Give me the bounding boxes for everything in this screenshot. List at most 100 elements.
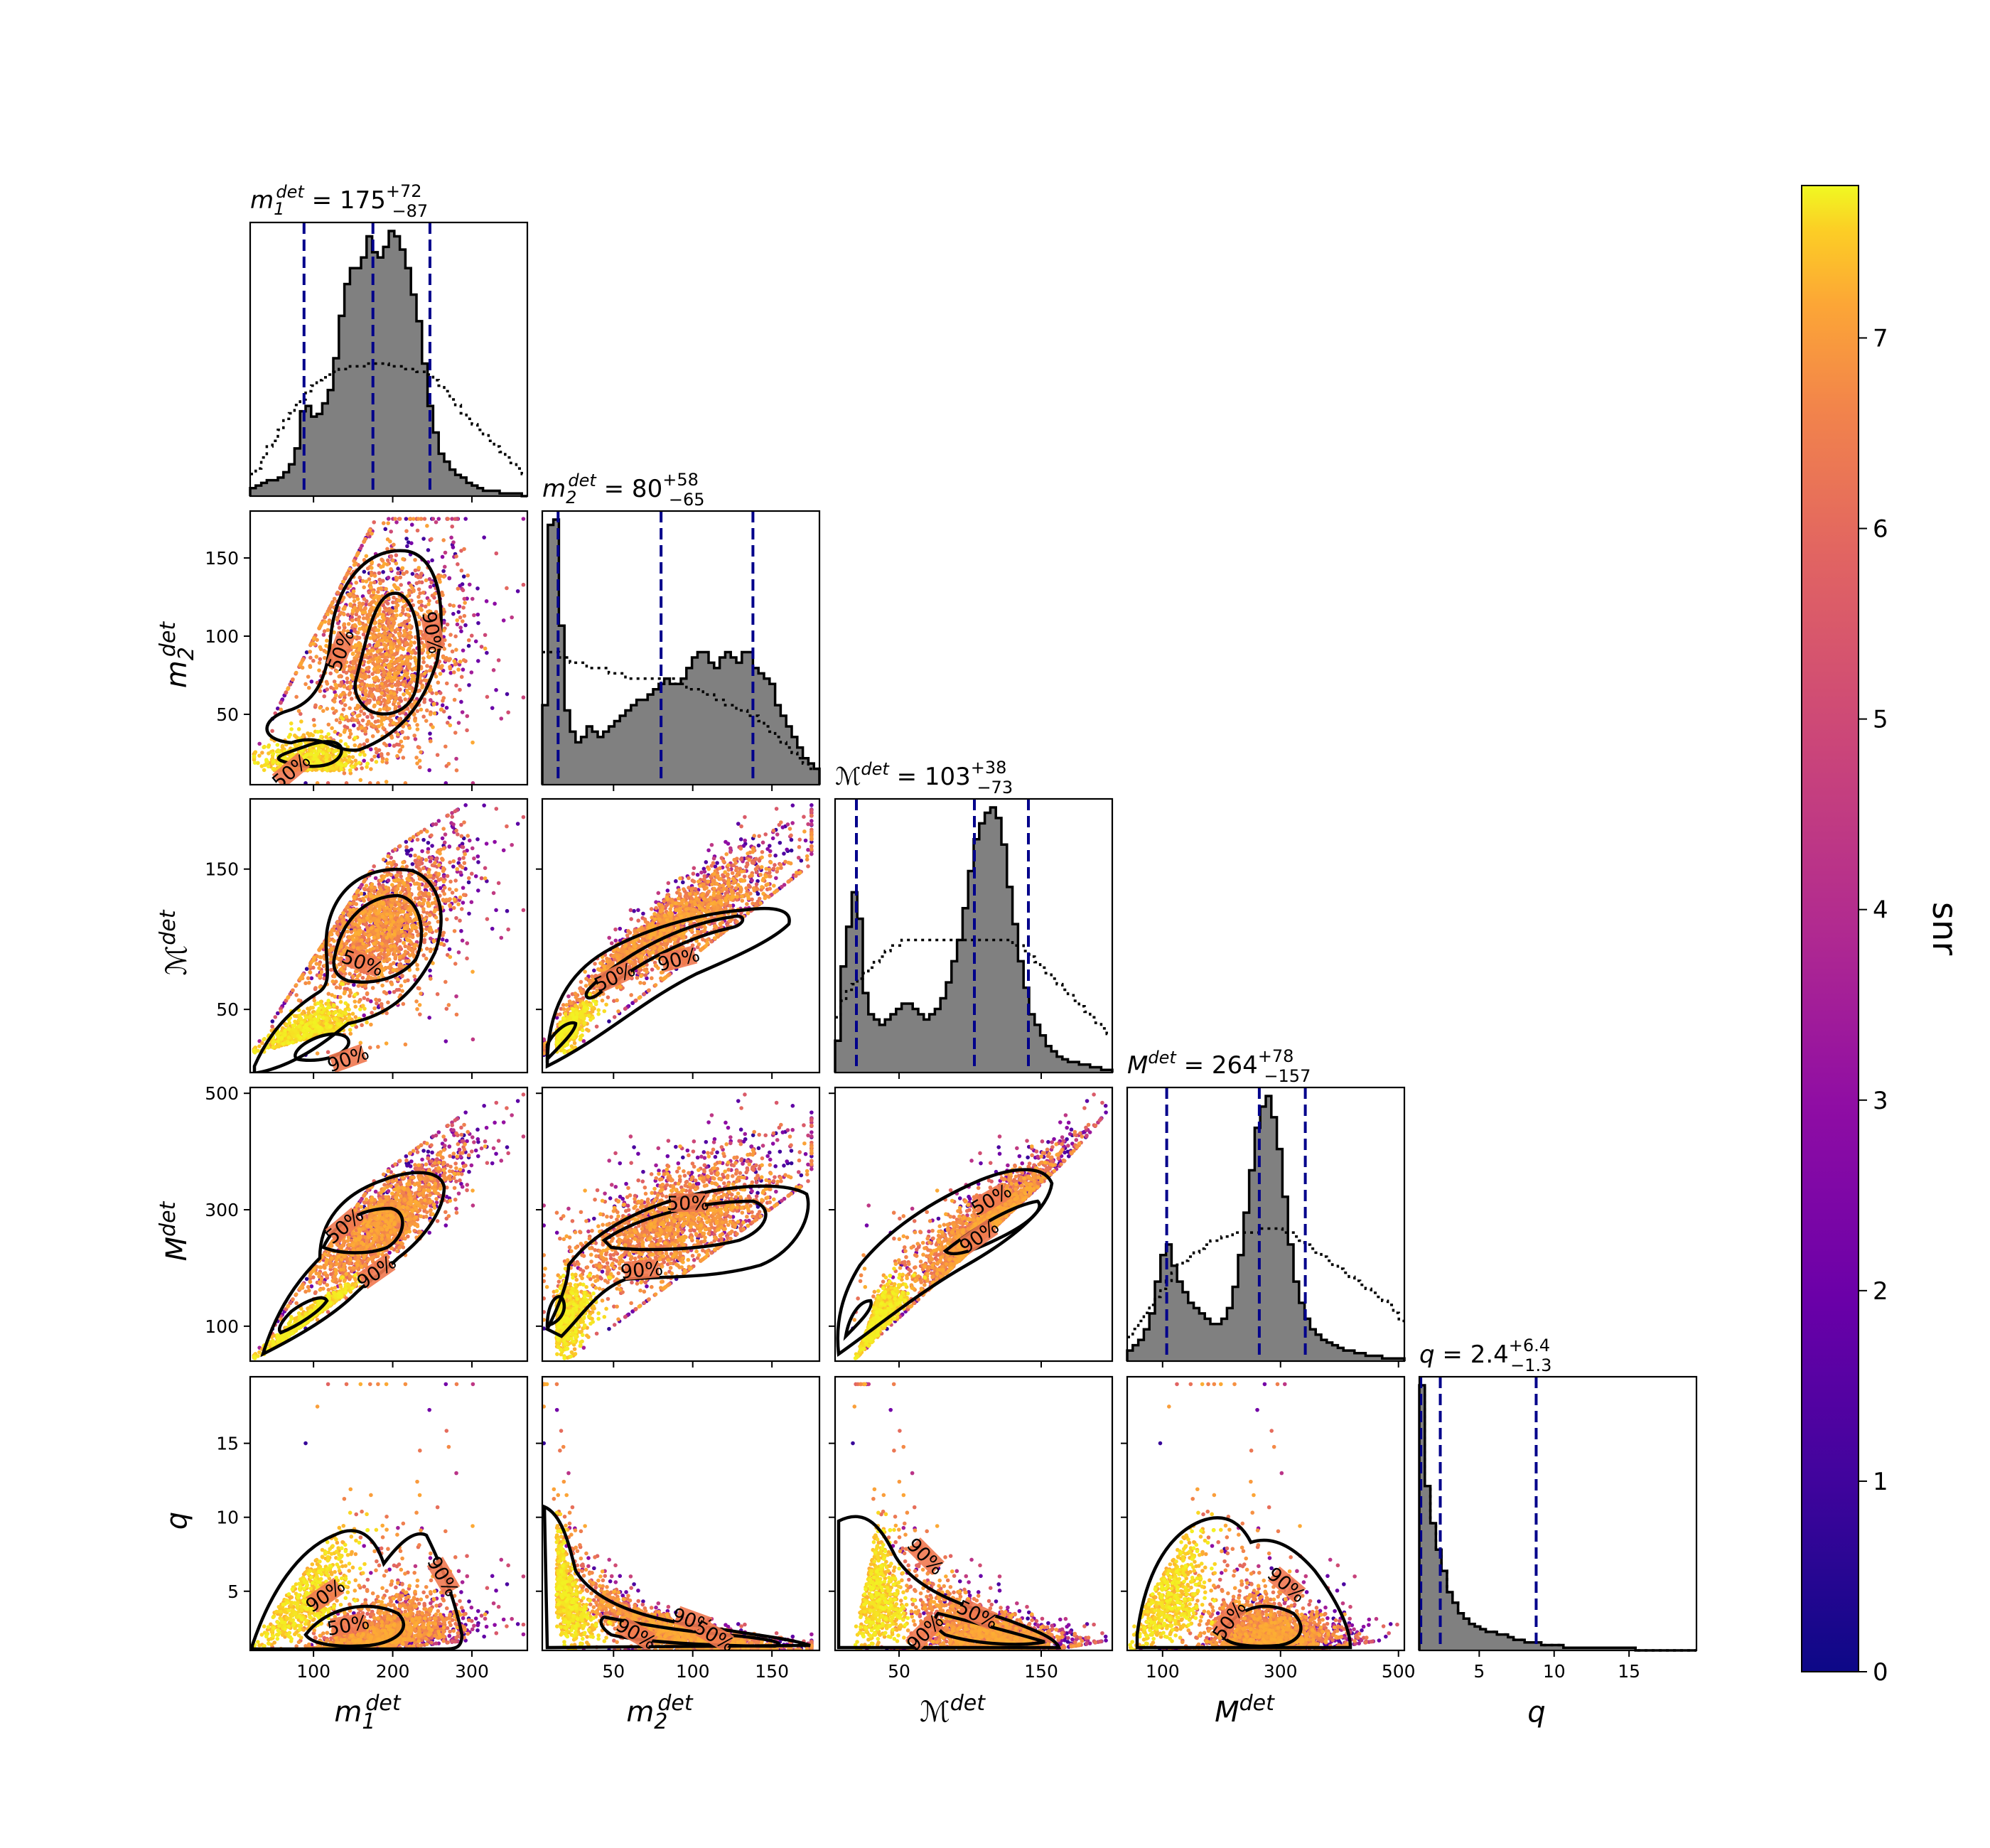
posterior-bar: [466, 483, 473, 496]
sample-point: [368, 689, 373, 694]
scatter-points: [252, 803, 526, 1058]
sample-point: [353, 606, 357, 610]
sample-point: [501, 848, 506, 853]
sample-point: [345, 613, 350, 617]
sample-point: [344, 781, 349, 785]
panel-title-m1: m1det = 175+72 −87: [250, 181, 428, 221]
sample-point: [475, 888, 480, 893]
sample-point: [438, 886, 443, 891]
sample-point: [357, 897, 362, 902]
sample-point: [382, 717, 386, 721]
sample-point: [406, 959, 411, 964]
sample-point: [360, 601, 365, 606]
sample-point: [365, 666, 370, 670]
sample-point: [429, 856, 434, 861]
sample-point: [443, 979, 448, 984]
sample-point: [338, 985, 343, 990]
sample-point: [360, 682, 365, 687]
sample-point: [393, 584, 397, 589]
sample-point: [385, 558, 390, 563]
sample-point: [443, 550, 448, 555]
sample-point: [403, 781, 408, 785]
sample-point: [376, 628, 381, 633]
sample-point: [400, 973, 404, 978]
posterior-bar: [553, 520, 559, 785]
sample-point: [318, 657, 323, 662]
sample-point: [335, 618, 340, 622]
sample-point: [395, 753, 399, 758]
sample-point: [370, 694, 374, 699]
sample-point: [363, 653, 367, 657]
sample-point: [392, 636, 397, 640]
sample-point: [384, 599, 388, 604]
sample-point: [425, 910, 429, 915]
sample-point: [349, 673, 354, 677]
sample-point: [358, 778, 363, 783]
sample-point: [306, 976, 311, 981]
sample-point: [499, 716, 504, 721]
posterior-bar: [758, 673, 765, 785]
sample-point: [352, 982, 356, 987]
sample-point: [367, 528, 372, 532]
sample-point: [394, 644, 399, 649]
posterior-bar: [664, 678, 670, 785]
sample-point: [348, 1031, 353, 1036]
sample-point: [454, 554, 458, 559]
sample-point: [375, 923, 380, 928]
sample-point: [380, 638, 385, 643]
sample-point: [404, 864, 409, 869]
sample-point: [342, 606, 347, 611]
sample-point: [378, 581, 382, 586]
sample-point: [391, 967, 396, 972]
sample-point: [397, 907, 402, 912]
sample-point: [444, 681, 449, 686]
sample-point: [458, 918, 462, 923]
sample-point: [379, 564, 383, 569]
sample-point: [506, 710, 510, 715]
sample-point: [395, 687, 400, 692]
sample-point: [401, 860, 405, 865]
sample-point: [306, 675, 311, 679]
sample-point: [321, 751, 326, 756]
sample-point: [459, 629, 463, 633]
posterior-bar: [581, 736, 587, 785]
sample-point: [388, 970, 392, 975]
sample-point: [368, 683, 372, 688]
sample-point: [391, 721, 396, 725]
sample-point: [399, 655, 403, 660]
sample-point: [383, 527, 388, 532]
sample-point: [317, 748, 322, 753]
sample-point: [323, 616, 327, 620]
sample-point: [455, 618, 460, 623]
sample-point: [380, 677, 385, 682]
sample-point: [353, 1015, 358, 1019]
sample-point: [372, 580, 377, 585]
posterior-step-outline: [249, 230, 527, 498]
sample-point: [457, 856, 462, 861]
sample-point: [324, 735, 328, 739]
sample-point: [399, 929, 404, 934]
sample-point: [410, 926, 415, 930]
sample-point: [412, 666, 416, 671]
sample-point: [280, 743, 285, 748]
sample-point: [365, 683, 370, 687]
sample-point: [318, 645, 323, 650]
sample-point: [369, 609, 373, 614]
sample-point: [422, 671, 427, 676]
contour-label-bg: [326, 630, 355, 670]
sample-point: [328, 665, 333, 669]
sample-point: [284, 690, 289, 694]
sample-point: [469, 670, 474, 675]
sample-point: [384, 920, 388, 925]
sample-point: [361, 632, 366, 637]
sample-point: [444, 1006, 449, 1011]
sample-point: [397, 749, 402, 754]
sample-point: [348, 901, 353, 906]
sample-point: [396, 878, 401, 882]
sample-point: [381, 569, 385, 574]
sample-point: [252, 761, 257, 765]
sample-point: [340, 763, 344, 768]
sample-point: [379, 659, 383, 663]
posterior-bar: [747, 652, 753, 785]
sample-point: [458, 870, 463, 875]
